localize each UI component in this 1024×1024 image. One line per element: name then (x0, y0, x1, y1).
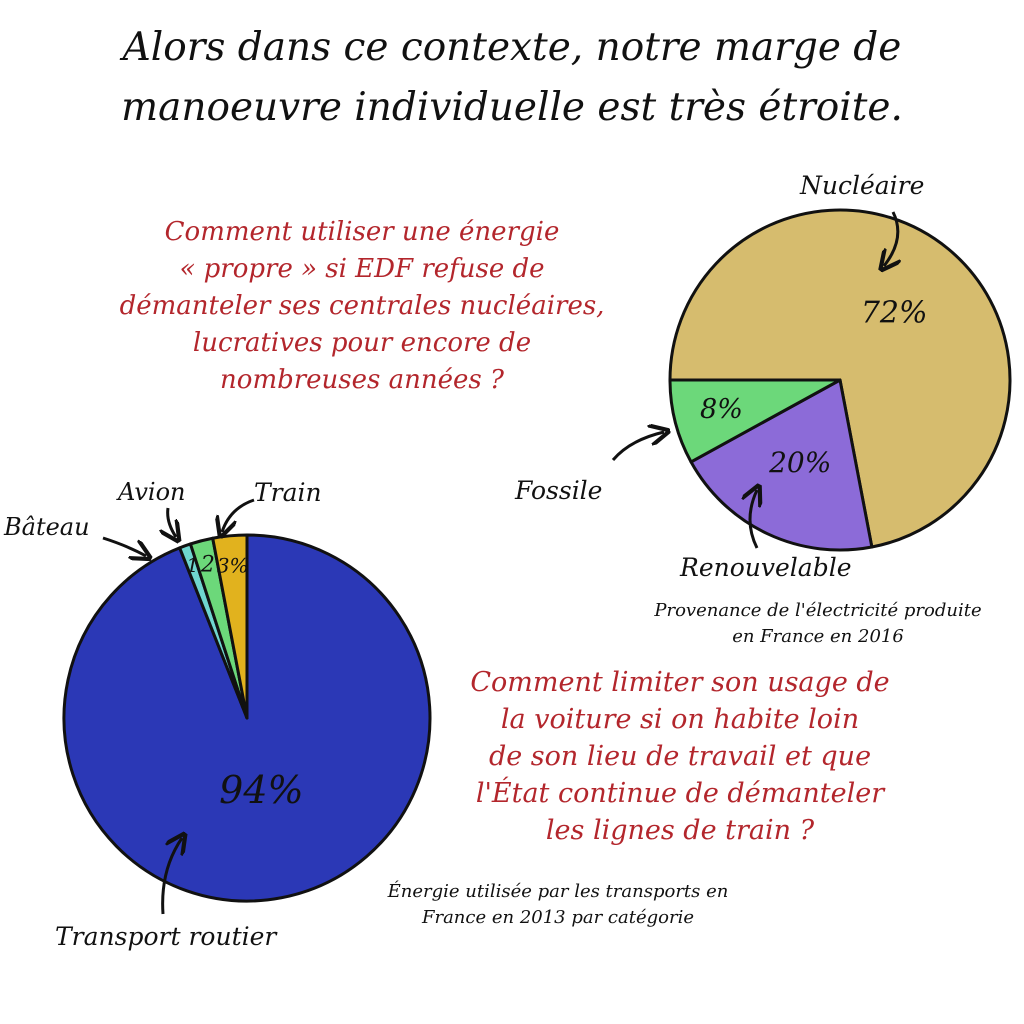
label-train: Train (254, 478, 322, 507)
electricity-pct-renouvelable: 20% (768, 446, 831, 479)
question-energy: Comment utiliser une énergie « propre » … (82, 214, 642, 399)
transport-caption-line-2: France en 2013 par catégorie (421, 907, 695, 928)
arrow-avion (168, 507, 176, 537)
electricity-pie: 72% 20% 8% (668, 208, 1012, 552)
question-transport-line-5: les lignes de train ? (545, 815, 815, 846)
question-transport: Comment limiter son usage de la voiture … (430, 664, 930, 849)
question-energy-line-5: nombreuses années ? (220, 365, 504, 395)
transport-pct-train: 3% (217, 553, 249, 577)
electricity-pct-fossile: 8% (700, 394, 743, 425)
label-renouvelable: Renouvelable (680, 553, 852, 582)
question-transport-line-1: Comment limiter son usage de (470, 667, 890, 698)
electricity-caption-line-2: en France en 2016 (732, 626, 904, 647)
electricity-pct-nucleaire: 72% (861, 296, 928, 331)
transport-pct-avion: 2 (200, 553, 215, 578)
electricity-slice-renouvelable (689, 378, 874, 552)
transport-caption-line-1: Énergie utilisée par les transports en (387, 881, 729, 902)
arrow-train (222, 498, 255, 532)
arrow-bateau (102, 536, 146, 556)
title-line-2: manoeuvre individuelle est très étroite. (121, 85, 903, 130)
transport-pct-route: 94% (219, 768, 303, 812)
transport-caption: Énergie utilisée par les transports en F… (348, 879, 768, 931)
electricity-caption: Provenance de l'électricité produite en … (608, 598, 1024, 650)
arrow-nucleaire (884, 211, 898, 266)
title-line-1: Alors dans ce contexte, notre marge de (122, 25, 902, 70)
electricity-caption-line-1: Provenance de l'électricité produite (654, 600, 982, 621)
question-energy-line-2: « propre » si EDF refuse de (179, 254, 545, 284)
label-fossile: Fossile (515, 476, 603, 505)
question-energy-line-1: Comment utiliser une énergie (164, 217, 560, 247)
label-avion: Avion (118, 478, 186, 506)
label-nucleaire: Nucléaire (800, 171, 925, 200)
question-transport-line-4: l'État continue de démanteler (475, 778, 885, 809)
arrow-renouvelable (750, 490, 757, 549)
transport-pie: 94%1 2 3% (62, 533, 432, 903)
electricity-slice-fossile (668, 378, 842, 464)
label-bateau: Bâteau (4, 513, 90, 541)
question-energy-line-3: démanteler ses centrales nucléaires, (119, 291, 605, 321)
label-transport-routier: Transport routier (55, 922, 277, 951)
arrow-fossile (611, 432, 664, 461)
question-transport-line-3: de son lieu de travail et que (488, 741, 872, 772)
question-energy-line-4: lucratives pour encore de (192, 328, 532, 358)
question-transport-line-2: la voiture si on habite loin (500, 704, 860, 735)
arrow-transport-routier (161, 838, 182, 915)
page-title: Alors dans ce contexte, notre marge de m… (40, 18, 984, 138)
